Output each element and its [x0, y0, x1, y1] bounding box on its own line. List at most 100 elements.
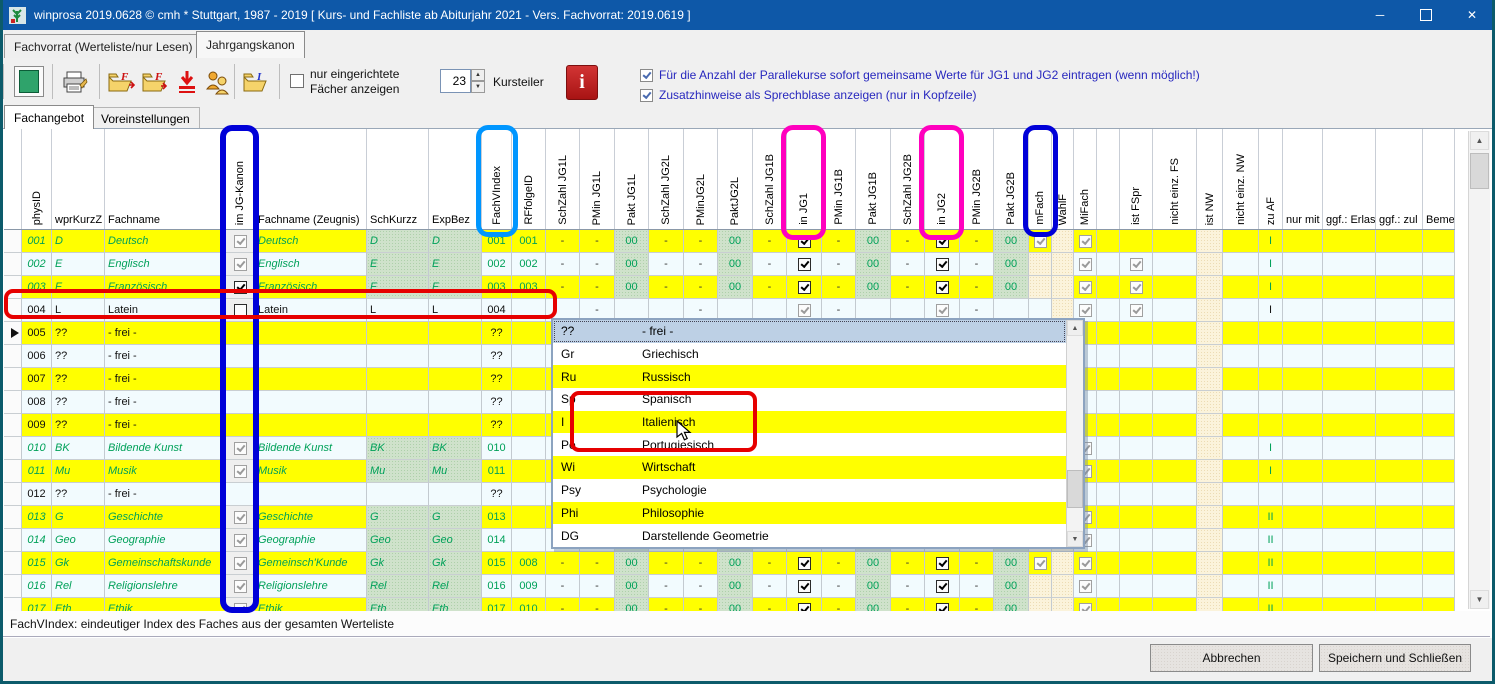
- cell-004-q7[interactable]: [787, 299, 822, 322]
- cell-004-fvi[interactable]: 004: [482, 299, 512, 322]
- cell-003-q11[interactable]: [925, 276, 960, 299]
- cell-001-zuaf[interactable]: I: [1259, 230, 1283, 253]
- cell-007-erl[interactable]: [1323, 368, 1376, 391]
- cell-001-bem[interactable]: [1423, 230, 1455, 253]
- cell-006-nnw[interactable]: [1223, 345, 1259, 368]
- cell-015-u[interactable]: [1097, 552, 1120, 575]
- checkbox-readonly-checked[interactable]: [233, 257, 247, 271]
- cell-001-q10[interactable]: -: [891, 230, 925, 253]
- cell-001-u[interactable]: [1097, 230, 1120, 253]
- cell-016-nw[interactable]: [1197, 575, 1223, 598]
- cell-002-q0[interactable]: -: [546, 253, 580, 276]
- cell-011-nurp[interactable]: [1283, 460, 1323, 483]
- cell-008-zul[interactable]: [1376, 391, 1423, 414]
- cell-001-wf[interactable]: [1052, 230, 1074, 253]
- cell-002-fspr[interactable]: [1120, 253, 1153, 276]
- cell-007-fz[interactable]: [255, 368, 367, 391]
- cell-012-exp[interactable]: [429, 483, 482, 506]
- checkbox-readonly-checked[interactable]: [1078, 602, 1092, 611]
- cell-015-zul[interactable]: [1376, 552, 1423, 575]
- checkbox-readonly-checked[interactable]: [1078, 579, 1092, 593]
- checkbox-checked[interactable]: [797, 257, 811, 271]
- cell-011-nfs[interactable]: [1153, 460, 1197, 483]
- cell-015-q9[interactable]: 00: [856, 552, 891, 575]
- cell-016-fvi[interactable]: 016: [482, 575, 512, 598]
- cell-014-fz[interactable]: Geographie: [255, 529, 367, 552]
- cancel-button[interactable]: Abbrechen: [1150, 644, 1313, 672]
- checkbox-readonly-checked[interactable]: [1033, 556, 1047, 570]
- cell-010-schk[interactable]: BK: [367, 437, 429, 460]
- cell-016-schk[interactable]: Rel: [367, 575, 429, 598]
- cell-010-exp[interactable]: BK: [429, 437, 482, 460]
- checkbox-readonly-checked[interactable]: [935, 303, 949, 317]
- cell-012-fvi[interactable]: ??: [482, 483, 512, 506]
- table-row-017[interactable]: 017 Eth Ethik Ethik Eth Eth 017 010- -00- -00- -00…: [4, 598, 1455, 611]
- cell-006-schk[interactable]: [367, 345, 429, 368]
- tab-jahrgangskanon[interactable]: Jahrgangskanon: [196, 31, 305, 58]
- cell-014-schk[interactable]: Geo: [367, 529, 429, 552]
- cell-004-kurz[interactable]: L: [52, 299, 105, 322]
- cell-017-nfs[interactable]: [1153, 598, 1197, 611]
- cell-003-q1[interactable]: -: [580, 276, 615, 299]
- cell-017-bem[interactable]: [1423, 598, 1455, 611]
- cell-008-rff[interactable]: [512, 391, 546, 414]
- cell-013-fspr[interactable]: [1120, 506, 1153, 529]
- cell-007-nurp[interactable]: [1283, 368, 1323, 391]
- cell-015-exp[interactable]: Gk: [429, 552, 482, 575]
- dropdown-item-??[interactable]: ?? - frei -: [553, 320, 1066, 343]
- cell-006-zuaf[interactable]: [1259, 345, 1283, 368]
- cell-006-fz[interactable]: [255, 345, 367, 368]
- cell-004-kanon[interactable]: [226, 299, 255, 322]
- cell-002-nnw[interactable]: [1223, 253, 1259, 276]
- checkbox-readonly-checked[interactable]: [233, 602, 247, 611]
- cell-003-zul[interactable]: [1376, 276, 1423, 299]
- cell-003-fz[interactable]: Französisch: [255, 276, 367, 299]
- cell-004-nnw[interactable]: [1223, 299, 1259, 322]
- cell-003-nnw[interactable]: [1223, 276, 1259, 299]
- cell-016-q8[interactable]: -: [822, 575, 856, 598]
- cell-015-fz[interactable]: Gemeinsch'Kunde: [255, 552, 367, 575]
- cell-005-nnw[interactable]: [1223, 322, 1259, 345]
- cell-010-fvi[interactable]: 010: [482, 437, 512, 460]
- cell-009-gut[interactable]: [4, 414, 22, 437]
- cell-003-gut[interactable]: [4, 276, 22, 299]
- cell-003-q4[interactable]: -: [684, 276, 718, 299]
- cell-009-zuaf[interactable]: [1259, 414, 1283, 437]
- cell-016-zuaf[interactable]: II: [1259, 575, 1283, 598]
- cell-016-name[interactable]: Religionslehre: [105, 575, 226, 598]
- cell-006-fspr[interactable]: [1120, 345, 1153, 368]
- cell-015-q10[interactable]: -: [891, 552, 925, 575]
- import-down-arrow-icon[interactable]: [174, 66, 200, 97]
- cell-005-schk[interactable]: [367, 322, 429, 345]
- cell-003-q10[interactable]: -: [891, 276, 925, 299]
- cell-012-fz[interactable]: [255, 483, 367, 506]
- cell-011-rff[interactable]: [512, 460, 546, 483]
- printer-icon[interactable]: [60, 66, 90, 97]
- cell-008-schk[interactable]: [367, 391, 429, 414]
- cell-007-kurz[interactable]: ??: [52, 368, 105, 391]
- table-row-003[interactable]: 003 F Französisch Französisch F F 003 003- -00- -…: [4, 276, 1455, 299]
- cell-013-kanon[interactable]: [226, 506, 255, 529]
- cell-005-rff[interactable]: [512, 322, 546, 345]
- cell-002-fvi[interactable]: 002: [482, 253, 512, 276]
- cell-013-rff[interactable]: [512, 506, 546, 529]
- cell-008-kurz[interactable]: ??: [52, 391, 105, 414]
- cell-004-fspr[interactable]: [1120, 299, 1153, 322]
- cell-014-bem[interactable]: [1423, 529, 1455, 552]
- cell-003-bem[interactable]: [1423, 276, 1455, 299]
- cell-006-nurp[interactable]: [1283, 345, 1323, 368]
- cell-003-mif[interactable]: [1074, 276, 1097, 299]
- cell-015-q7[interactable]: [787, 552, 822, 575]
- dropdown-item-DG[interactable]: DG Darstellende Geometrie: [553, 524, 1066, 547]
- cell-013-bem[interactable]: [1423, 506, 1455, 529]
- cell-003-fspr[interactable]: [1120, 276, 1153, 299]
- cell-017-q7[interactable]: [787, 598, 822, 611]
- cell-001-mif[interactable]: [1074, 230, 1097, 253]
- cell-009-name[interactable]: - frei -: [105, 414, 226, 437]
- cell-016-q3[interactable]: -: [649, 575, 684, 598]
- cell-004-nw[interactable]: [1197, 299, 1223, 322]
- cell-012-zul[interactable]: [1376, 483, 1423, 506]
- cell-011-gut[interactable]: [4, 460, 22, 483]
- cell-002-q4[interactable]: -: [684, 253, 718, 276]
- cell-003-q13[interactable]: 00: [994, 276, 1029, 299]
